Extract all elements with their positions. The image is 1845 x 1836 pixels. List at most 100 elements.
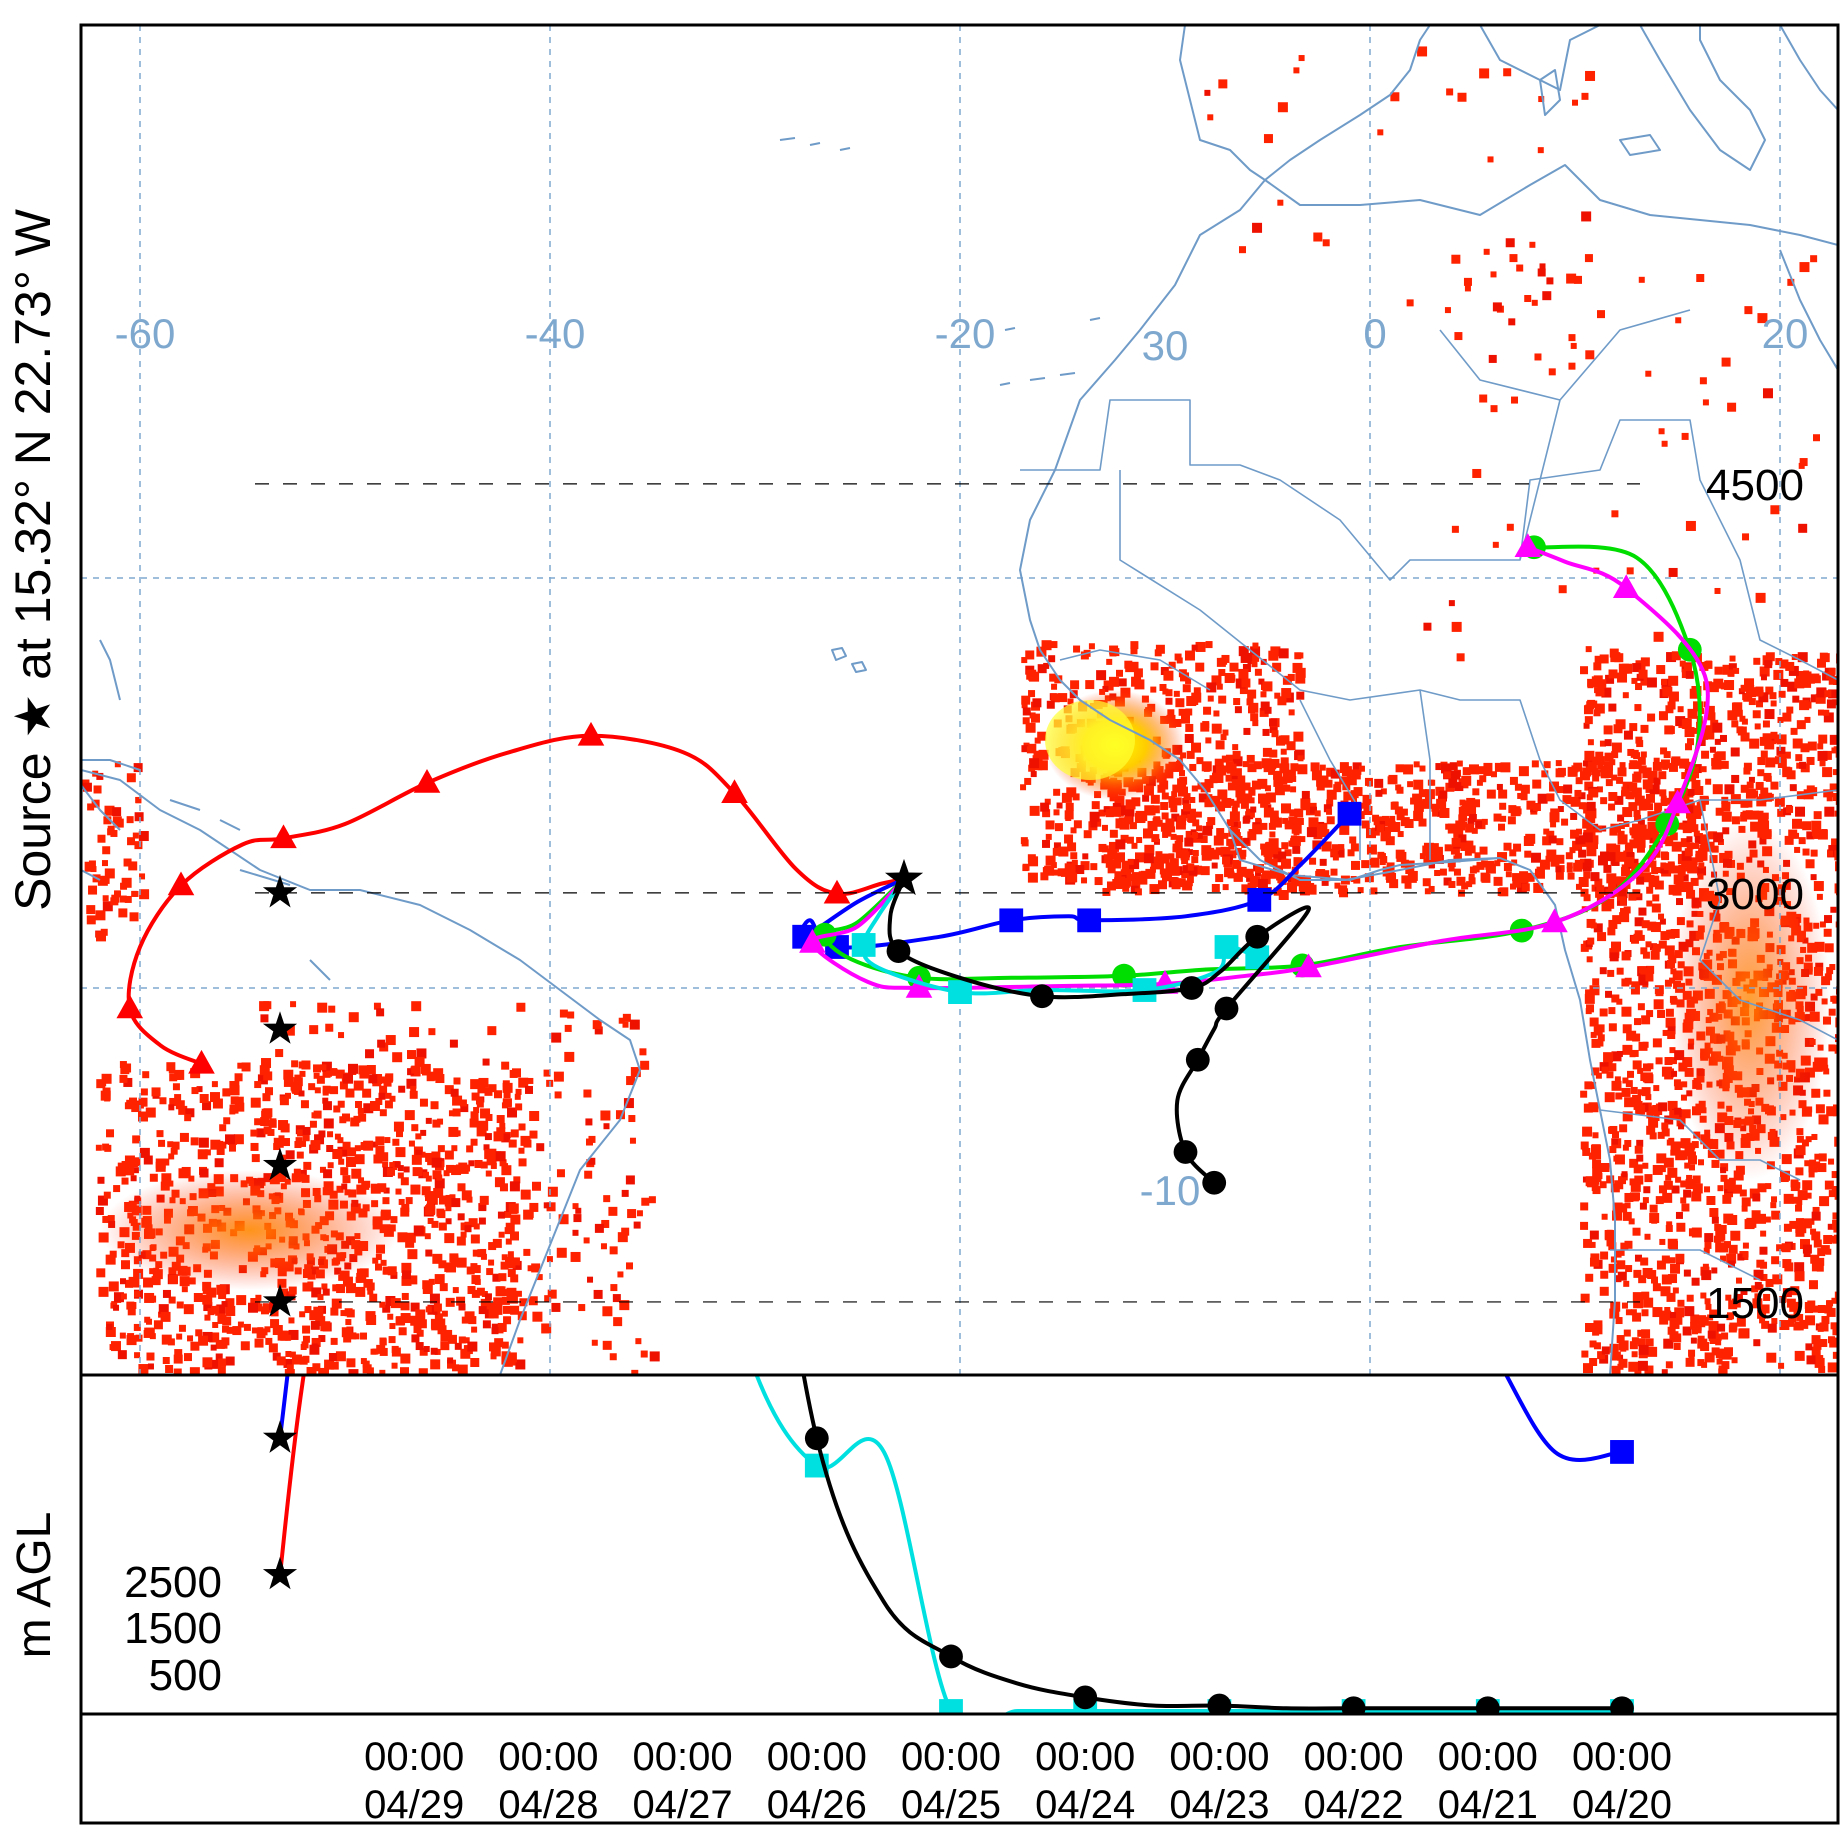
fire-pixel — [126, 1335, 137, 1346]
fire-pixel — [1808, 1163, 1818, 1173]
fire-pixel — [1461, 775, 1472, 786]
fire-pixel — [1667, 1238, 1678, 1249]
fire-pixel — [1828, 689, 1838, 699]
fire-pixel — [495, 1286, 506, 1297]
fire-pixel — [1428, 843, 1439, 854]
fire-pixel — [1555, 760, 1562, 767]
fire-pixel — [536, 1274, 543, 1281]
fire-pixel — [471, 1275, 481, 1285]
fire-pixel — [1643, 1297, 1654, 1308]
fire-pixel — [1778, 753, 1787, 762]
fire-pixel — [1479, 775, 1487, 783]
fire-pixel — [1628, 892, 1637, 901]
fire-pixel — [1810, 874, 1817, 881]
fire-pixel — [1731, 774, 1740, 783]
fire-pixel — [1232, 744, 1239, 751]
fire-pixel — [1595, 756, 1605, 766]
fire-pixel — [1476, 779, 1483, 786]
fire-pixel — [1663, 864, 1670, 871]
fire-pixel — [1705, 778, 1712, 785]
fire-pixel — [1655, 867, 1662, 874]
fire-pixel — [1751, 1285, 1759, 1293]
fire-pixel — [1259, 707, 1269, 717]
fire-pixel — [1714, 666, 1723, 675]
fire-pixel — [1797, 1190, 1808, 1201]
fire-pixel — [1759, 1317, 1766, 1324]
fire-pixel — [1228, 826, 1239, 837]
fire-pixel — [385, 1073, 394, 1082]
fire-pixel — [1604, 770, 1613, 779]
fire-pixel — [373, 1154, 383, 1164]
fire-pixel — [1755, 592, 1766, 603]
fire-pixel — [585, 1118, 593, 1126]
fire-pixel — [1802, 1244, 1812, 1254]
fire-pixel — [1280, 803, 1291, 814]
fire-pixel — [1277, 102, 1288, 113]
fire-pixel — [507, 1269, 516, 1278]
fire-pixel — [1232, 750, 1241, 759]
fire-pixel — [1675, 1176, 1682, 1183]
fire-pixel — [492, 1273, 501, 1282]
fire-pixel — [1038, 749, 1049, 760]
fire-pixel — [319, 1166, 326, 1173]
fire-pixel — [88, 885, 98, 895]
fire-pixel — [1578, 802, 1586, 810]
fire-pixel — [225, 1298, 235, 1308]
fire-pixel — [1819, 760, 1826, 767]
fire-pixel — [1220, 846, 1231, 857]
fire-pixel — [1230, 769, 1241, 780]
fire-pixel — [294, 1141, 302, 1149]
fire-pixel — [1789, 784, 1797, 792]
fire-pixel — [354, 1154, 365, 1165]
fire-pixel — [1647, 921, 1657, 931]
fire-pixel — [467, 1341, 478, 1352]
fire-pixel — [1777, 759, 1787, 769]
fire-pixel — [1681, 874, 1689, 882]
fire-pixel — [257, 1074, 268, 1085]
fire-pixel — [1614, 1076, 1621, 1083]
height-marker — [1207, 1693, 1232, 1714]
fire-pixel — [344, 1308, 353, 1317]
fire-pixel — [209, 1332, 220, 1343]
fire-pixel — [222, 1088, 231, 1097]
coastline-cape-verde — [831, 647, 867, 673]
fire-pixel — [1186, 880, 1193, 887]
fire-pixel — [1601, 687, 1612, 698]
fire-pixel — [1824, 943, 1834, 953]
fire-pixel — [313, 1072, 320, 1079]
fire-pixel — [1532, 803, 1541, 812]
fire-pixel — [1634, 930, 1643, 939]
fire-pixel — [437, 1145, 445, 1153]
fire-pixel — [151, 1276, 161, 1286]
fire-pixel — [1660, 795, 1667, 802]
fire-pixel — [1806, 756, 1815, 765]
fire-pixel — [1730, 794, 1741, 805]
fire-pixel — [95, 1207, 104, 1216]
fire-pixel — [413, 1225, 424, 1236]
fire-pixel — [1226, 819, 1234, 827]
fire-pixel — [1291, 823, 1302, 834]
fire-pixel — [1234, 706, 1242, 714]
fire-pixel — [1783, 1193, 1794, 1204]
fire-pixel — [1799, 458, 1808, 467]
fire-pixel — [1122, 884, 1130, 892]
fire-pixel — [1608, 881, 1617, 890]
fire-pixel — [1686, 842, 1694, 850]
fire-pixel — [1631, 787, 1642, 798]
fire-pixel — [1397, 831, 1404, 838]
left-height-tick: 2500 — [124, 1558, 222, 1607]
fire-pixel — [438, 1222, 447, 1231]
fire-pixel — [356, 1268, 363, 1275]
fire-pixel — [1422, 798, 1433, 809]
fire-pixel — [283, 1076, 294, 1087]
time-label-date: 04/22 — [1304, 1783, 1404, 1827]
fire-pixel — [1091, 801, 1100, 810]
fire-pixel — [515, 1359, 526, 1370]
fire-pixel — [1685, 1357, 1695, 1367]
fire-pixel — [158, 1139, 166, 1147]
fire-pixel — [1350, 769, 1361, 780]
fire-pixel — [1792, 695, 1800, 703]
fire-pixel — [1771, 1256, 1780, 1265]
fire-pixel — [1568, 334, 1576, 342]
fire-pixel — [1339, 888, 1349, 898]
